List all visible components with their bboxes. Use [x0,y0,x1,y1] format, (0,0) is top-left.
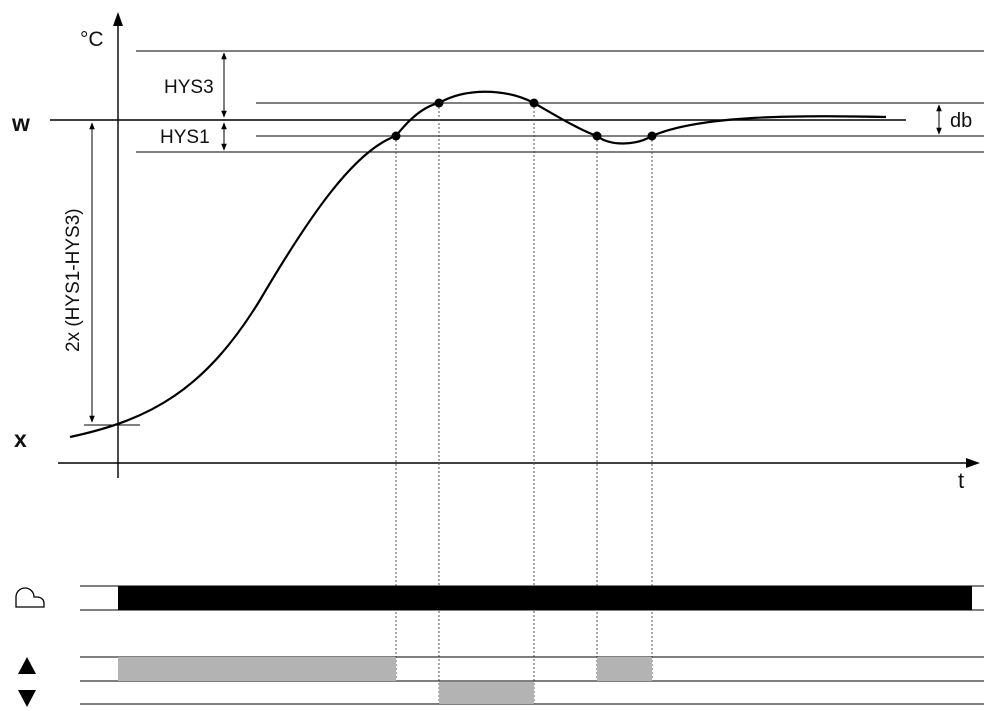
y-axis-arrowhead [113,12,123,26]
switch-point-1 [391,131,401,141]
y-unit-label: °C [80,28,104,51]
t-label: t [958,468,964,493]
switch-point-3 [529,98,539,108]
lower-triangle-icon [18,690,36,707]
switch-point-2 [434,98,444,108]
hys3-label: HYS3 [164,77,214,98]
temperature-curve [69,90,887,439]
switch-point-4 [592,131,602,141]
controller-icon [15,587,45,608]
x-axis-arrowhead [966,458,980,468]
w-label: w [11,110,30,136]
span-label: 2x (HYS1-HYS3) [63,208,84,352]
switch-point-5 [647,131,657,141]
db-label: db [950,110,972,132]
controller-active-bar [118,586,972,610]
x-label: x [14,426,27,452]
lower-bar-1 [439,682,534,704]
raise-triangle-icon [18,657,36,674]
raise-bar-1 [118,657,396,681]
hys1-label: HYS1 [160,127,210,148]
switching-dotted-lines [395,103,653,704]
raise-bar-2 [597,657,652,681]
